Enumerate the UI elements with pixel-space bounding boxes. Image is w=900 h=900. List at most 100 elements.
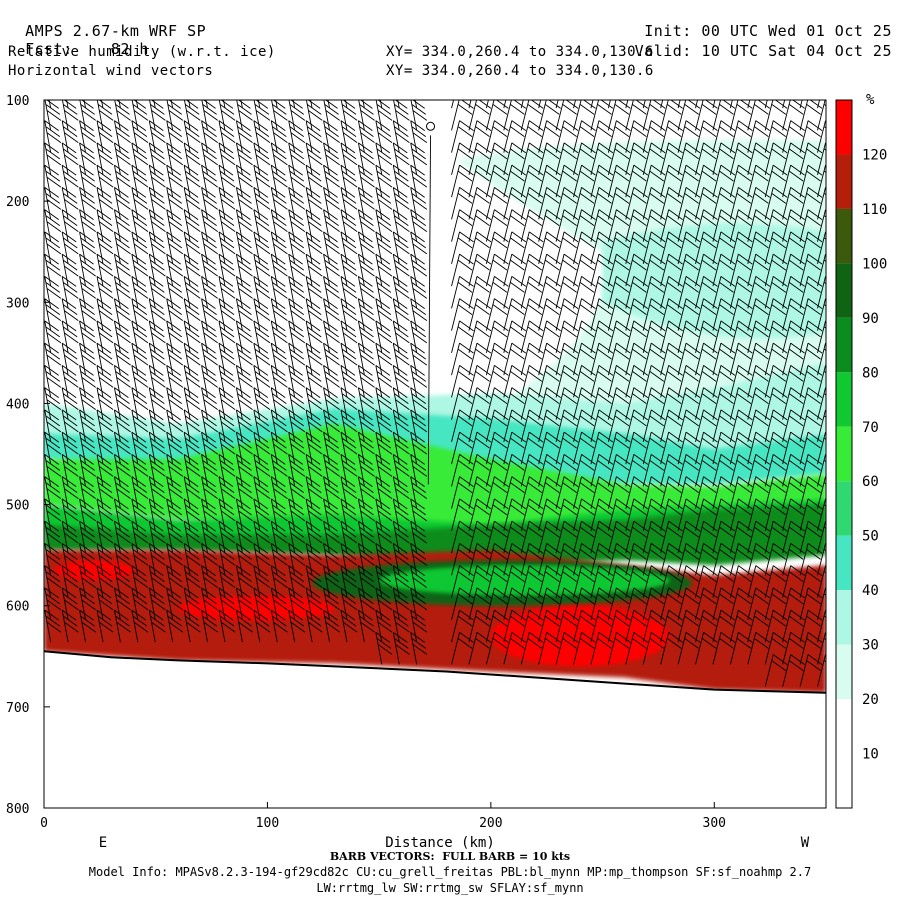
wind-barb (410, 164, 428, 198)
wind-barb (695, 298, 718, 331)
wind-barb (573, 298, 596, 331)
wind-barb (410, 298, 428, 331)
wind-barb (235, 387, 253, 420)
wind-barb (305, 164, 323, 198)
wind-barb (660, 609, 683, 643)
wind-barb (538, 186, 561, 220)
wind-barb (166, 543, 184, 576)
wind-barb (61, 164, 79, 198)
terrain-line (43, 650, 827, 694)
wind-barb (201, 100, 218, 131)
wind-barb (642, 587, 666, 620)
wind-barb (235, 364, 253, 398)
wind-barb (375, 298, 393, 331)
x-axis-label: Distance (km) (385, 835, 495, 851)
wind-barb (607, 453, 631, 487)
wind-barb (747, 253, 771, 287)
wind-barb (79, 298, 96, 331)
wind-barb (357, 320, 375, 353)
wind-barb (79, 342, 96, 376)
wind-barb (305, 609, 323, 643)
wind-barb (323, 100, 340, 131)
wind-barb (503, 164, 527, 198)
wind-barb (183, 100, 201, 131)
wind-barb (113, 275, 131, 309)
wind-barb (677, 387, 701, 420)
wind-barb (148, 298, 166, 331)
wind-barb (183, 498, 201, 531)
wind-barb (799, 632, 823, 665)
wind-barb (817, 275, 826, 309)
wind-barb (340, 186, 358, 220)
wind-barb (485, 186, 509, 220)
wind-barb (468, 275, 492, 309)
wind-barb (166, 409, 184, 442)
wind-barb (44, 100, 62, 131)
wind-barb (747, 632, 771, 665)
wind-barb (485, 453, 509, 487)
wind-barb (235, 453, 253, 487)
wind-barb (61, 186, 79, 220)
wind-barb (340, 476, 358, 509)
wind-barb (729, 298, 753, 331)
wind-barb (393, 100, 410, 131)
wind-barb (695, 609, 718, 643)
wind-barb (392, 320, 410, 353)
wind-barb (660, 164, 683, 198)
wind-barb (148, 543, 166, 576)
wind-barb (607, 342, 631, 376)
wind-barb (625, 253, 649, 287)
wind-barb (485, 320, 509, 353)
wind-barb (44, 476, 62, 509)
wind-barb (555, 632, 579, 665)
wind-barb (764, 609, 788, 643)
wind-barb (555, 543, 579, 576)
wind-barb (468, 209, 492, 242)
wind-barb (149, 100, 166, 131)
wind-barb (695, 498, 718, 531)
wind-barb (642, 431, 666, 465)
wind-barb (782, 209, 805, 242)
wind-barb (764, 120, 788, 153)
wind-barb (503, 409, 527, 442)
wind-barb (660, 520, 683, 554)
wind-barb (660, 120, 683, 153)
wind-barb (270, 275, 288, 309)
wind-barb (817, 609, 826, 643)
wind-barb (183, 587, 201, 620)
wind-barb (253, 186, 271, 220)
wind-barb (782, 609, 805, 643)
wind-barb (270, 409, 288, 442)
wind-barb (503, 320, 527, 353)
wind-barb (677, 543, 701, 576)
wind-barb (799, 409, 823, 442)
y-tick-label: 200 (6, 195, 29, 210)
wind-barb (729, 565, 753, 598)
wind-barb (201, 186, 218, 220)
wind-barb (590, 565, 614, 598)
colorbar-level-label: 100 (862, 256, 887, 272)
wind-barb (96, 498, 114, 531)
wind-barb (253, 100, 271, 131)
wind-barb (61, 409, 79, 442)
wind-barb (235, 476, 253, 509)
wind-barb (375, 409, 393, 442)
wind-barb (392, 142, 410, 175)
wind-barb (218, 498, 236, 531)
wind-barb (695, 409, 718, 442)
wind-barb (817, 120, 826, 153)
wind-barb (183, 120, 201, 153)
wind-barb (503, 609, 527, 643)
wind-barb (607, 587, 631, 620)
x-tick-label: 100 (256, 816, 279, 831)
wind-barb (148, 209, 166, 242)
colorbar-swatch (836, 208, 852, 264)
wind-barb (520, 431, 544, 465)
wind-barb (677, 186, 701, 220)
wind-barb (357, 364, 375, 398)
wind-barb (520, 453, 544, 487)
wind-barb (166, 609, 184, 643)
wind-barb (410, 609, 428, 643)
wind-barb (764, 654, 788, 687)
